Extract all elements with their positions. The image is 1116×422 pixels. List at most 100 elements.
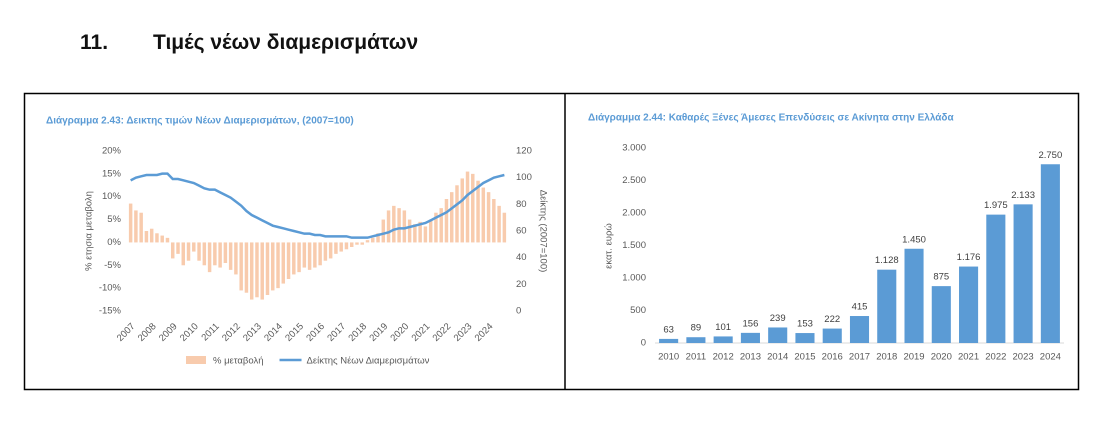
bar: [255, 242, 259, 298]
x-tick-label: 2019: [903, 352, 924, 363]
y-tick-label: 10%: [102, 191, 122, 202]
value-label: 153: [797, 319, 813, 330]
y-tick-label: -15%: [99, 306, 122, 317]
bar: [460, 178, 464, 243]
value-label: 2.750: [1038, 150, 1062, 161]
bar: [365, 240, 370, 243]
bar: [455, 185, 459, 243]
bar: [392, 205, 396, 243]
bar: [497, 205, 501, 243]
bar: [371, 237, 375, 243]
bar: [740, 332, 760, 343]
value-label: 2.133: [1011, 190, 1035, 201]
y2-tick-label: 40: [516, 252, 527, 263]
x-tick-label: 2012: [220, 321, 243, 344]
bar: [334, 242, 338, 254]
x-tick-label: 2017: [849, 352, 870, 363]
x-tick-label: 2018: [876, 352, 897, 363]
bar: [360, 242, 364, 245]
bar: [397, 208, 401, 243]
y-tick-label: -10%: [99, 283, 122, 294]
bar: [139, 212, 143, 243]
bar: [323, 242, 328, 261]
bar: [795, 333, 815, 343]
x-tick-label: 2007: [115, 321, 138, 344]
value-label: 239: [770, 313, 786, 324]
bar: [213, 242, 217, 266]
bar: [986, 214, 1006, 343]
x-tick-label: 2015: [283, 321, 306, 344]
value-label: 89: [691, 323, 702, 334]
chart-title: Διάγραμμα 2.43: Δεικτης τιμών Νέων Διαμε…: [46, 116, 354, 127]
bar: [449, 192, 454, 243]
x-tick-label: 2017: [325, 321, 348, 344]
y2-axis-label: Δείκτης (2007=100): [537, 190, 548, 273]
bar: [659, 338, 679, 343]
bar: [444, 199, 449, 243]
y-tick-label: 3.000: [622, 143, 646, 154]
bar: [386, 210, 391, 243]
value-label: 1.450: [902, 234, 926, 245]
bar: [276, 242, 280, 289]
value-label: 222: [824, 314, 840, 325]
bar: [260, 242, 264, 300]
value-label: 415: [852, 302, 868, 313]
bar: [234, 242, 238, 275]
bar: [265, 242, 270, 295]
x-tick-label: 2018: [346, 321, 369, 344]
y2-tick-label: 60: [516, 226, 527, 237]
x-tick-label: 2021: [958, 352, 979, 363]
bar: [339, 242, 343, 252]
bar: [418, 221, 422, 243]
bar: [202, 242, 207, 266]
bar: [428, 219, 433, 243]
y-tick-label: 5%: [107, 214, 121, 225]
x-tick-label: 2016: [822, 352, 843, 363]
x-tick-label: 2019: [367, 321, 390, 344]
bar: [207, 242, 212, 273]
x-tick-label: 2012: [713, 352, 734, 363]
bar: [492, 199, 496, 243]
bar: [239, 242, 243, 291]
y-tick-label: 0%: [107, 237, 121, 248]
bar: [286, 242, 291, 279]
bar: [249, 242, 254, 300]
x-tick-label: 2023: [452, 321, 475, 344]
y-tick-label: 20%: [102, 146, 122, 157]
bar: [1013, 204, 1033, 343]
bar: [297, 242, 301, 273]
x-tick-label: 2024: [473, 321, 496, 344]
y-tick-label: 1.500: [622, 240, 646, 251]
value-label: 1.975: [984, 200, 1008, 211]
x-tick-label: 2022: [431, 321, 454, 344]
value-label: 875: [933, 272, 949, 283]
bar: [160, 235, 164, 243]
x-tick-label: 2010: [178, 321, 201, 344]
value-label: 1.176: [957, 252, 981, 263]
bar: [439, 208, 443, 243]
x-tick-label: 2015: [794, 352, 815, 363]
y2-tick-label: 80: [516, 199, 527, 210]
bar: [176, 242, 180, 254]
y2-tick-label: 20: [516, 279, 527, 290]
bar: [355, 242, 359, 245]
value-label: 63: [663, 324, 674, 335]
value-label: 1.128: [875, 255, 899, 266]
bar: [931, 286, 951, 343]
x-tick-label: 2020: [931, 352, 952, 363]
x-tick-label: 2010: [658, 352, 679, 363]
bar: [313, 242, 317, 268]
bar: [434, 212, 438, 243]
legend-label: % μεταβολή: [213, 356, 264, 367]
bar: [223, 242, 228, 263]
bar: [218, 242, 222, 268]
bar: [271, 242, 275, 291]
bar: [849, 316, 870, 343]
section-title: Τιμές νέων διαμερισμάτων: [153, 31, 419, 54]
bar: [192, 242, 196, 252]
frame: [23, 92, 1080, 391]
bar: [128, 203, 133, 243]
bar: [476, 180, 480, 243]
bar: [181, 242, 186, 266]
